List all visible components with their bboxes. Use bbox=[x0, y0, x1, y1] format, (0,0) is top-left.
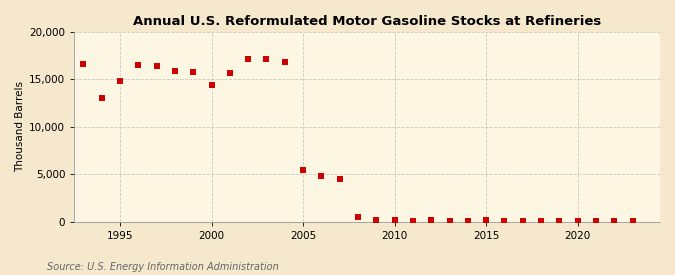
Point bbox=[188, 70, 198, 74]
Point bbox=[243, 56, 254, 61]
Point bbox=[499, 219, 510, 223]
Point bbox=[151, 64, 162, 68]
Point bbox=[462, 219, 473, 223]
Point bbox=[536, 219, 547, 223]
Point bbox=[206, 83, 217, 87]
Point bbox=[225, 71, 236, 75]
Point bbox=[444, 219, 455, 223]
Point bbox=[169, 69, 180, 73]
Y-axis label: Thousand Barrels: Thousand Barrels bbox=[15, 81, 25, 172]
Point bbox=[408, 219, 418, 223]
Point bbox=[97, 96, 107, 101]
Point bbox=[371, 218, 381, 222]
Point bbox=[481, 218, 491, 222]
Point bbox=[316, 174, 327, 178]
Point bbox=[554, 219, 565, 223]
Point bbox=[572, 219, 583, 223]
Point bbox=[78, 62, 89, 66]
Point bbox=[627, 219, 638, 223]
Point bbox=[133, 63, 144, 67]
Point bbox=[334, 177, 345, 181]
Title: Annual U.S. Reformulated Motor Gasoline Stocks at Refineries: Annual U.S. Reformulated Motor Gasoline … bbox=[133, 15, 601, 28]
Point bbox=[298, 167, 308, 172]
Point bbox=[279, 60, 290, 65]
Point bbox=[352, 215, 363, 219]
Point bbox=[389, 218, 400, 222]
Point bbox=[426, 218, 437, 222]
Point bbox=[591, 219, 601, 223]
Point bbox=[609, 219, 620, 223]
Point bbox=[517, 219, 528, 223]
Point bbox=[261, 57, 272, 62]
Point bbox=[115, 79, 126, 84]
Text: Source: U.S. Energy Information Administration: Source: U.S. Energy Information Administ… bbox=[47, 262, 279, 272]
